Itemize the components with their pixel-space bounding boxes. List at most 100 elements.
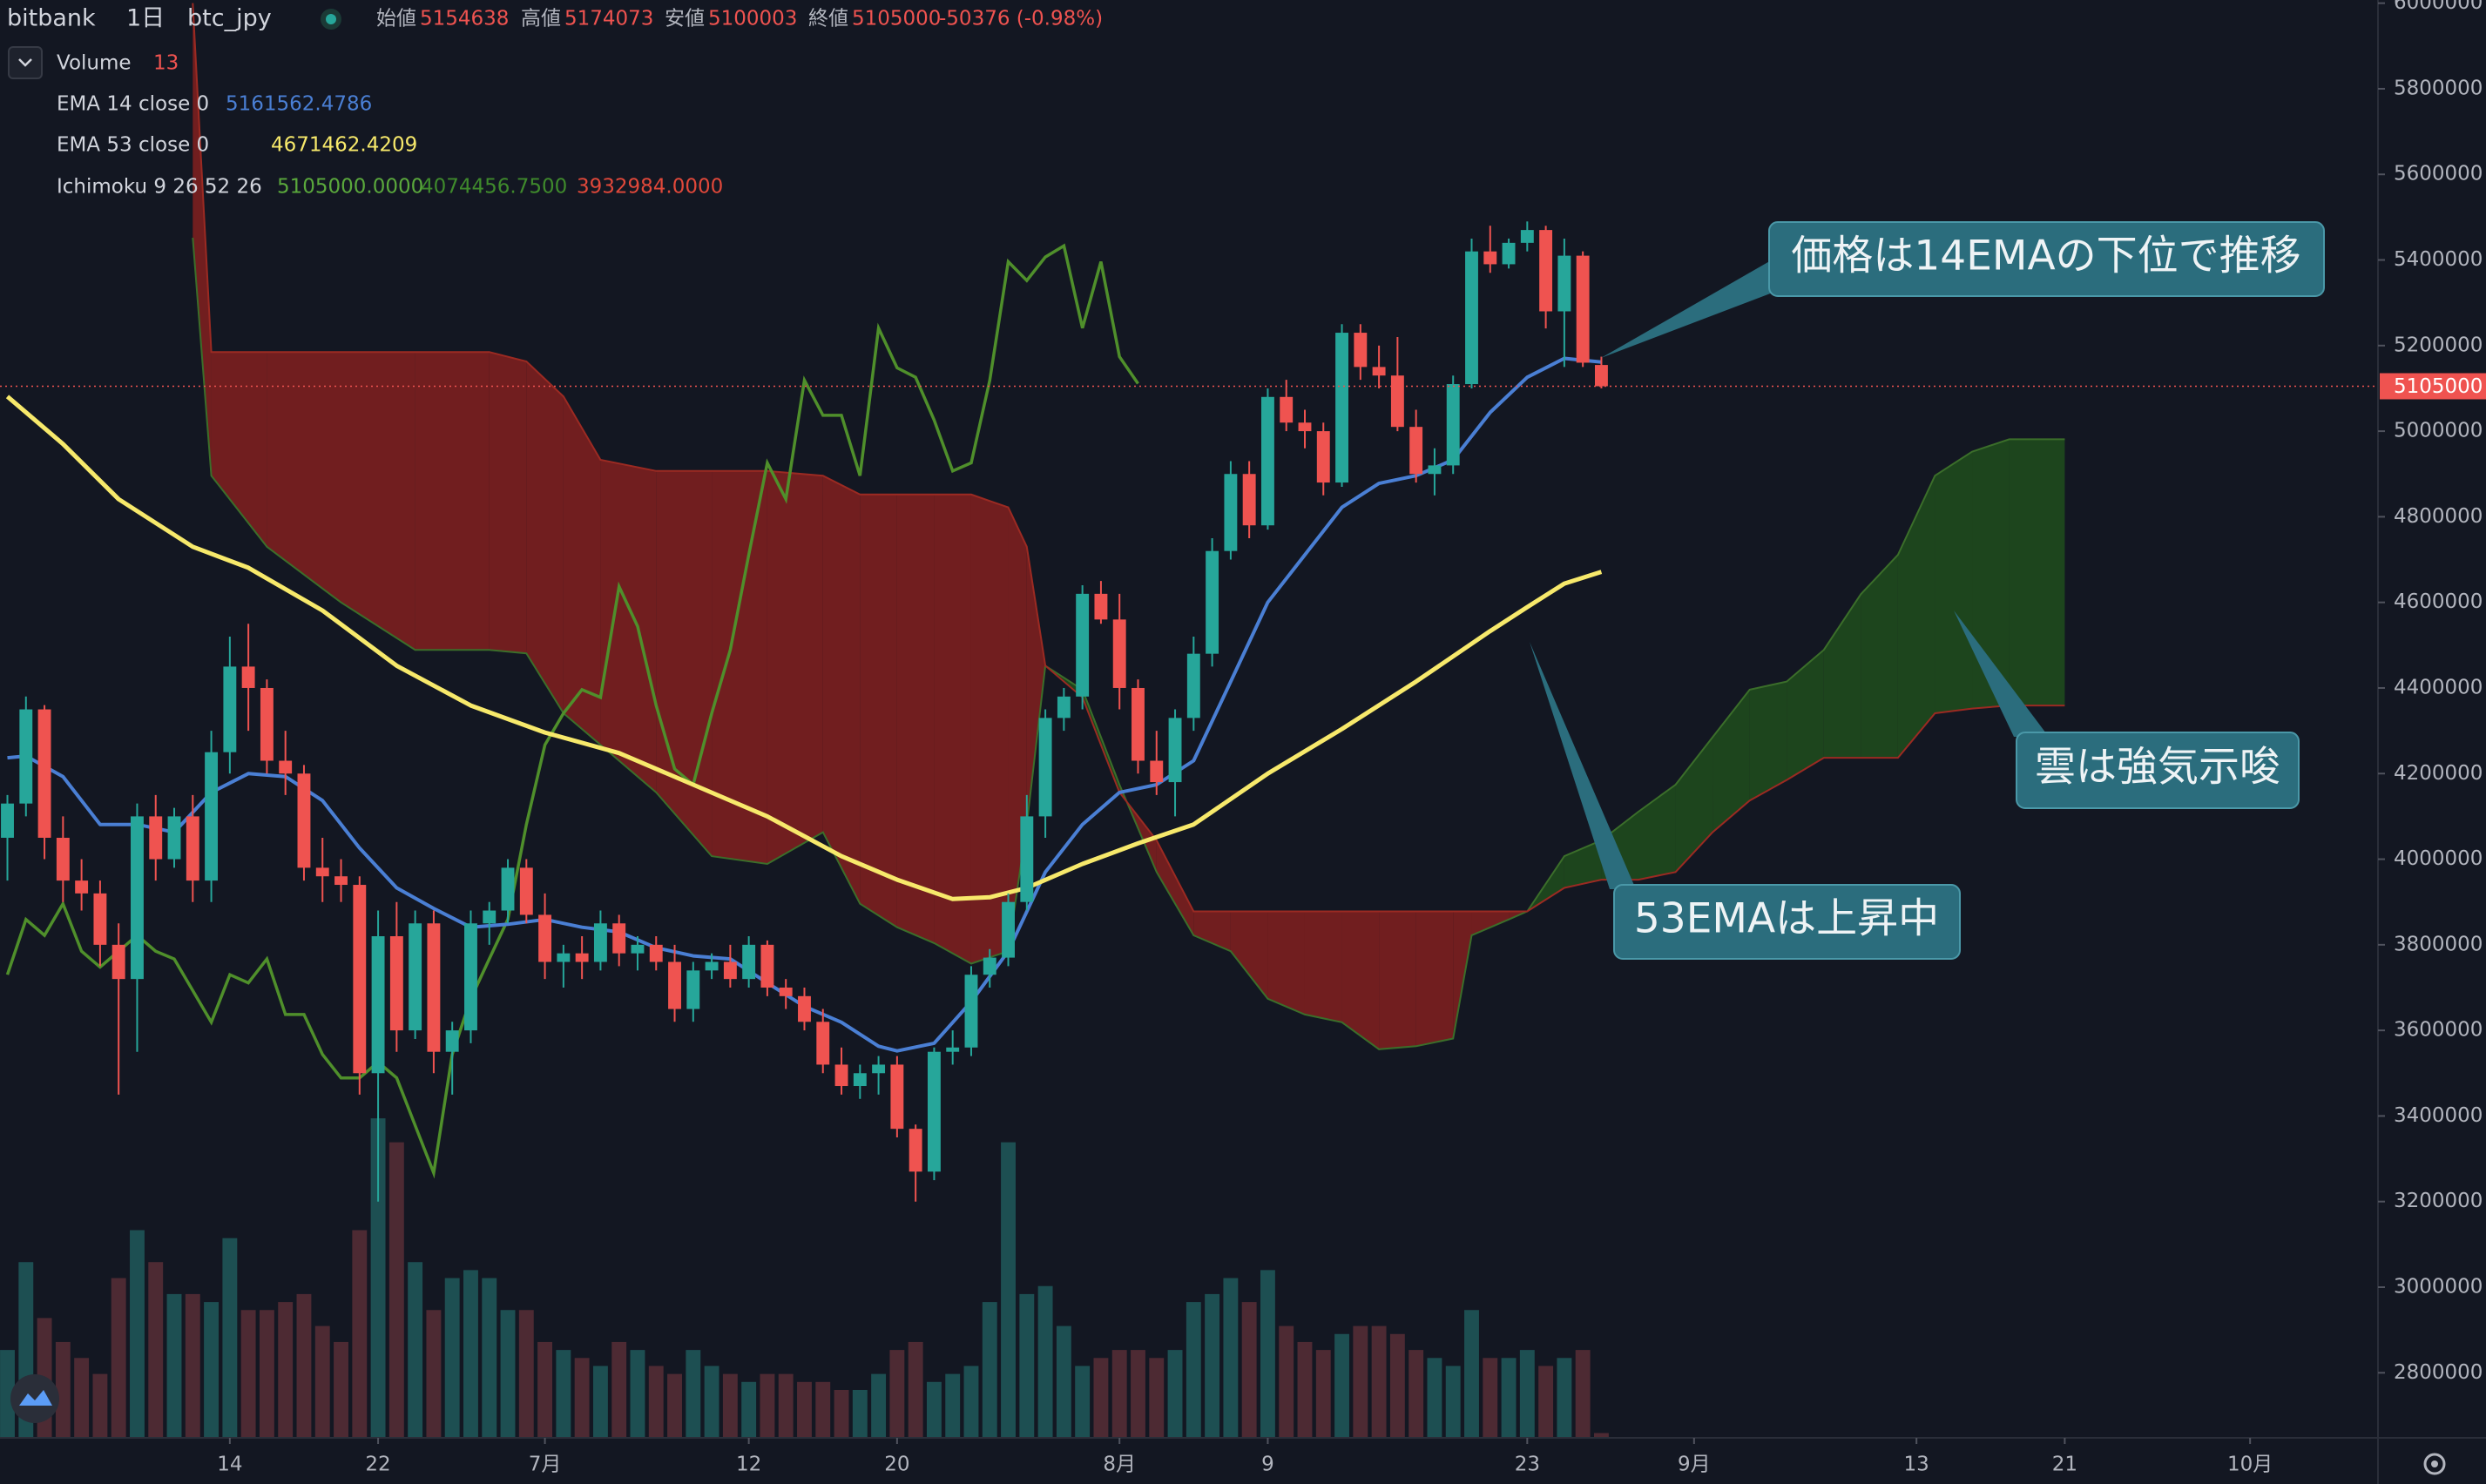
volume-bar [259,1310,274,1438]
candle-body [501,867,515,911]
volume-bar [1519,1350,1535,1438]
volume-bar [166,1293,182,1438]
candle-body [1390,375,1404,428]
high-value: 5174073 [564,8,653,30]
candle-body [111,944,125,980]
candle-body [223,666,237,752]
volume-bar [426,1310,442,1438]
candle-body [279,760,293,774]
volume-bar [1111,1350,1127,1438]
y-tick-label: 3600000 [2394,1019,2483,1042]
x-tick-label: 7月 [529,1454,562,1476]
cloud-segment [1935,451,1973,713]
candle-body [519,867,533,915]
symbol[interactable]: btc_jpy [187,5,272,32]
collapse-button[interactable] [8,46,43,79]
volume-bar [463,1270,478,1438]
volume-bar [1371,1325,1387,1438]
interval[interactable]: 1日 [126,5,165,32]
header: bitbank 1日 btc_jpy 始値 5154638 高値 5174073… [7,5,1103,32]
volume-bar [388,1142,404,1438]
candle-body [167,816,181,860]
volume-bar [55,1341,71,1438]
cloud-segment [341,352,415,651]
callout-box [1768,221,2325,297]
candle-body [1335,333,1348,483]
volume-bar [556,1350,571,1438]
candle-body [834,1064,848,1087]
candle-body [1372,367,1386,376]
volume-bar [1464,1310,1479,1438]
volume-bar [334,1341,348,1438]
candle-body [612,923,626,954]
callout-pointer [1530,642,1636,889]
cloud-segment [1787,650,1824,780]
y-tick-label: 3800000 [2394,933,2483,955]
x-tick-label: 20 [884,1454,909,1476]
open-value: 5154638 [420,8,509,30]
y-tick-label: 4800000 [2394,505,2483,528]
callout-pointer [1954,610,2049,737]
ichimoku-value: 5105000.0000 [277,176,423,199]
logo-badge[interactable] [10,1374,59,1423]
candle-body [1186,653,1200,718]
volume-bar [1149,1358,1165,1438]
volume-bar [74,1358,90,1438]
callout-text: 雲は強気示唆 [2035,744,2280,792]
volume-bar [926,1381,942,1438]
close-label: 終値 [808,8,848,30]
ichimoku-name[interactable]: Ichimoku 9 26 52 26 [57,176,262,199]
candle-body [760,944,774,988]
settings[interactable] [2423,1453,2446,1475]
volume-name[interactable]: Volume [57,52,132,75]
volume-bar [1019,1293,1035,1438]
x-tick-label: 9 [1261,1454,1274,1476]
candle-body [315,867,329,877]
x-tick-label: 14 [217,1454,242,1476]
volume-bar [111,1278,126,1438]
cloud-segment [2009,439,2065,706]
candle-body [890,1064,904,1130]
volume-bar [1056,1325,1071,1438]
volume-bar [1297,1341,1313,1438]
cloud-segment [489,352,527,654]
candle-body [37,709,51,838]
ichimoku-value: 3932984.0000 [577,176,723,199]
cloud-segment [934,494,971,964]
candle-body [686,970,700,1009]
y-tick-label: 4400000 [2394,676,2483,698]
cloud-segment [656,470,713,857]
candle-body [1,803,14,838]
volume-period: 13 [153,52,179,75]
legend: Volume 13 EMA 14 close 0 5161562.4786 EM… [8,46,723,199]
cloud-segment [600,460,657,793]
candle-body [927,1051,941,1172]
volume-bar [778,1373,794,1438]
ema-line [5,395,1603,901]
volume-bar [185,1293,200,1438]
volume-bar [722,1373,738,1438]
candle-body [1354,333,1368,368]
x-tick-label: 12 [736,1454,761,1476]
candle-body [205,752,219,881]
logo[interactable] [10,1374,59,1423]
volume-bar [278,1302,294,1438]
candle-body [853,1073,867,1087]
last-price-label: 5105000 [2394,375,2483,398]
volume-bar [0,1350,15,1438]
volume-bar [482,1278,497,1438]
callout-pointer [1601,260,1773,358]
candle-body [260,687,274,761]
candle-body [1280,396,1294,423]
candle-body [557,953,571,962]
ema53-name[interactable]: EMA 53 close 0 [57,134,209,157]
candle-body [56,837,70,881]
ema14-name[interactable]: EMA 14 close 0 [57,93,209,116]
volume-bar [518,1310,534,1438]
cloud-segment [1638,785,1676,880]
settings-icon[interactable] [2423,1453,2446,1475]
candle-body [593,923,607,962]
volume-bar [686,1350,701,1438]
cloud-segment [267,352,341,603]
volume-bar [704,1366,719,1438]
